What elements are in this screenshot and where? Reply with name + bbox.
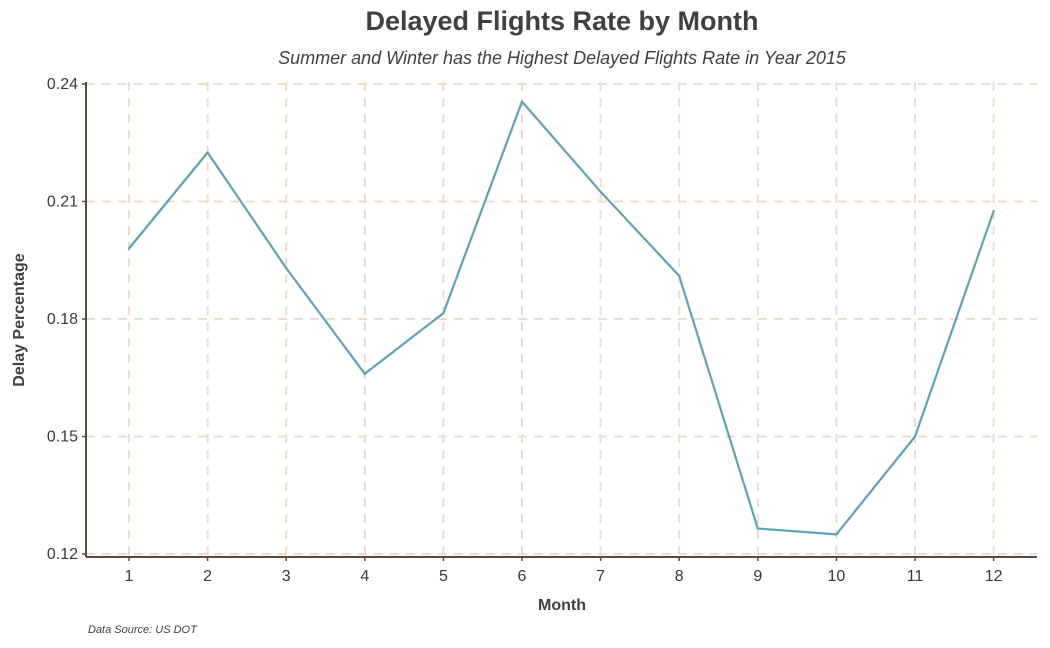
y-axis-title: Delay Percentage <box>11 253 28 387</box>
data-point <box>678 274 681 278</box>
y-tick-label: 0.18 <box>47 311 78 328</box>
data-point <box>913 435 917 438</box>
x-axis-title: Month <box>538 597 586 614</box>
x-tick-label: 12 <box>985 568 1003 585</box>
data-point <box>285 266 288 270</box>
series-line-group <box>127 100 995 536</box>
x-tick-label: 4 <box>360 568 369 585</box>
x-tick-label: 3 <box>282 568 291 585</box>
x-tick-label: 5 <box>439 568 448 585</box>
x-tick-label: 9 <box>753 568 762 585</box>
x-tick-label: 6 <box>518 568 527 585</box>
chart-subtitle: Summer and Winter has the Highest Delaye… <box>278 48 846 68</box>
data-point <box>599 190 602 193</box>
series-line <box>127 100 995 536</box>
data-point <box>756 527 759 530</box>
x-tick-label: 2 <box>203 568 212 585</box>
x-tick-label: 11 <box>907 568 924 585</box>
data-point <box>520 100 524 103</box>
x-tick-label: 8 <box>675 568 684 585</box>
y-tick-label: 0.21 <box>47 194 78 211</box>
data-point <box>992 210 995 213</box>
data-point <box>442 311 445 315</box>
y-axis-ticks: 0.12 0.15 0.18 0.21 0.24 <box>47 76 86 563</box>
data-point <box>206 151 209 154</box>
data-point <box>363 372 366 376</box>
data-source-caption: Data Source: US DOT <box>88 624 197 636</box>
y-tick-label: 0.12 <box>47 546 78 563</box>
x-tick-label: 1 <box>125 568 134 585</box>
data-point <box>127 247 131 250</box>
y-tick-label: 0.15 <box>47 429 78 446</box>
data-point <box>835 533 838 536</box>
y-tick-label: 0.24 <box>47 76 78 93</box>
x-tick-label: 7 <box>596 568 605 585</box>
x-tick-label: 10 <box>828 568 846 585</box>
grid-lines <box>86 82 1037 557</box>
chart-title: Delayed Flights Rate by Month <box>365 6 759 36</box>
x-axis-ticks: 1 2 3 4 5 6 7 8 9 10 11 12 <box>125 557 1003 585</box>
